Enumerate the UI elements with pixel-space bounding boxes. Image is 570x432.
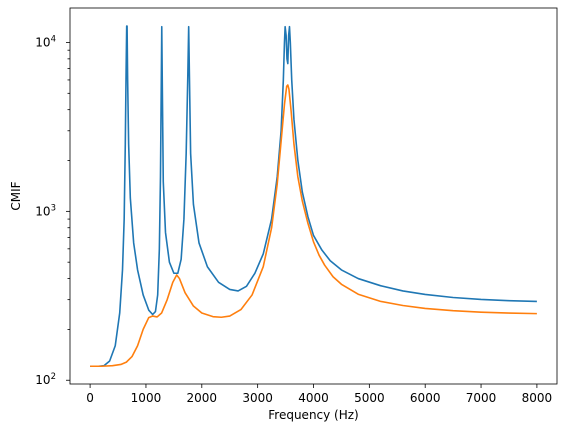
x-tick-label: 2000 bbox=[187, 391, 218, 405]
x-tick-label: 6000 bbox=[410, 391, 441, 405]
plot-frame bbox=[69, 7, 558, 385]
plot-lines bbox=[90, 25, 537, 368]
y-axis-label: CMIF bbox=[9, 181, 23, 210]
x-tick-label: 4000 bbox=[298, 391, 329, 405]
series-line-2 bbox=[90, 84, 537, 368]
y-tick-label: 103 bbox=[35, 203, 56, 218]
y-axis-ticks: 102 103 104 bbox=[35, 34, 70, 387]
x-axis-ticks: 0 1000 2000 3000 4000 5000 6000 7000 8000 bbox=[86, 384, 552, 405]
x-tick-label: 3000 bbox=[242, 391, 273, 405]
y-tick-label: 104 bbox=[35, 34, 56, 49]
y-tick-label: 102 bbox=[35, 372, 56, 387]
x-tick-label: 0 bbox=[86, 391, 94, 405]
x-tick-label: 8000 bbox=[522, 391, 553, 405]
x-tick-label: 7000 bbox=[466, 391, 497, 405]
x-axis-label: Frequency (Hz) bbox=[268, 408, 359, 422]
series-line-1 bbox=[90, 25, 537, 368]
x-tick-label: 5000 bbox=[354, 391, 385, 405]
x-tick-label: 1000 bbox=[131, 391, 162, 405]
